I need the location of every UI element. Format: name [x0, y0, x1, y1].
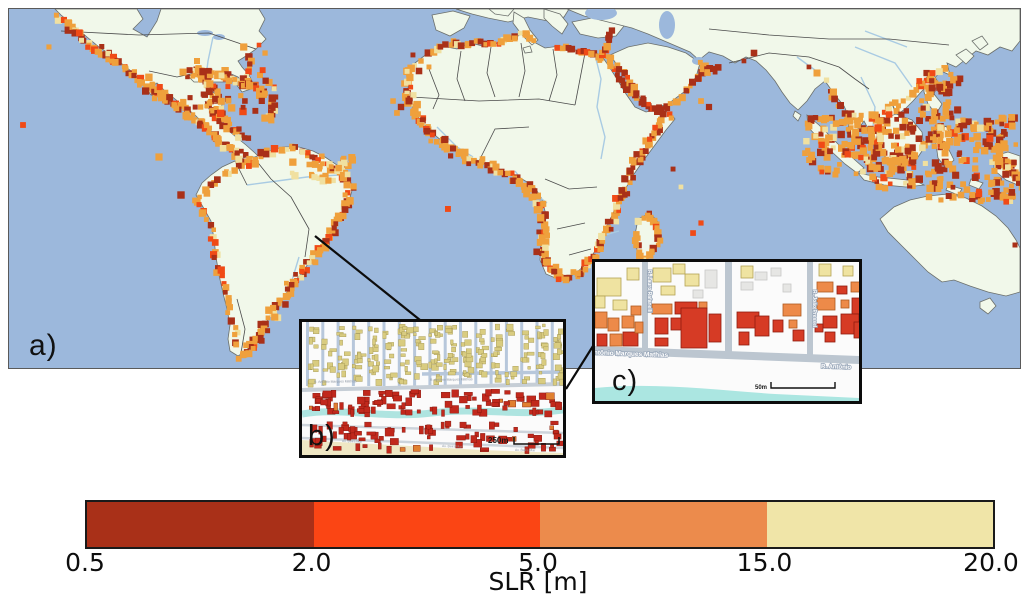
- colorbar-segment-2.0-5.0: [313, 502, 540, 547]
- svg-text:R. Antônio Marques Mathias: R. Antônio Marques Mathias: [314, 379, 357, 384]
- street-label-antonio: R. Antônio: [821, 364, 852, 371]
- colorbar-tick-0.5: 0.5: [65, 548, 105, 577]
- colorbar-tick-5.0: 5.0: [518, 548, 558, 577]
- street-map-b: R. Antônio Marques Mathias R. Antônio Mar…: [302, 322, 563, 455]
- svg-text:Av. Beira Mar: Av. Beira Mar: [342, 439, 363, 444]
- colorbar-tick-15.0: 15.0: [736, 548, 793, 577]
- world-map: [9, 9, 1020, 368]
- scale-label-b: 250m: [488, 436, 508, 445]
- svg-text:R. Antônio Marques Mathias: R. Antônio Marques Mathias: [430, 377, 473, 382]
- svg-text:Av. Beira Mar: Av. Beira Mar: [442, 444, 463, 449]
- colorbar-segment-15.0-20.0: [766, 502, 993, 547]
- inset-panel-c: R. Antônio Marques Mathias R. Antônio R. L…: [592, 259, 862, 404]
- colorbar-segment-0.5-2.0: [87, 502, 314, 547]
- panel-b-label: b): [308, 420, 336, 452]
- scale-label-c: 50m: [755, 385, 767, 391]
- street-label-rafanelli: R. Lauro Rafanelli: [646, 270, 652, 313]
- colorbar-title: SLR [m]: [488, 567, 588, 596]
- colorbar-tick-2.0: 2.0: [291, 548, 332, 577]
- inset-panel-b: R. Antônio Marques Mathias R. Antônio Mar…: [299, 319, 566, 458]
- slr-colorbar: [85, 500, 995, 549]
- world-map-panel: a): [8, 8, 1021, 369]
- street-map-c: R. Antônio Marques Mathias R. Antônio R. L…: [595, 262, 859, 401]
- street-label-mathias: R. Antônio Marques Mathias: [595, 349, 669, 359]
- colorbar-segment-5.0-15.0: [540, 502, 767, 547]
- colorbar-tick-20.0: 20.0: [963, 548, 1019, 577]
- panel-a-label: a): [29, 329, 58, 362]
- street-label-pressel: R. João Pressel: [811, 290, 817, 328]
- panel-c-label: c): [612, 365, 639, 397]
- svg-text:Av. Beira Mar: Av. Beira Mar: [515, 448, 536, 452]
